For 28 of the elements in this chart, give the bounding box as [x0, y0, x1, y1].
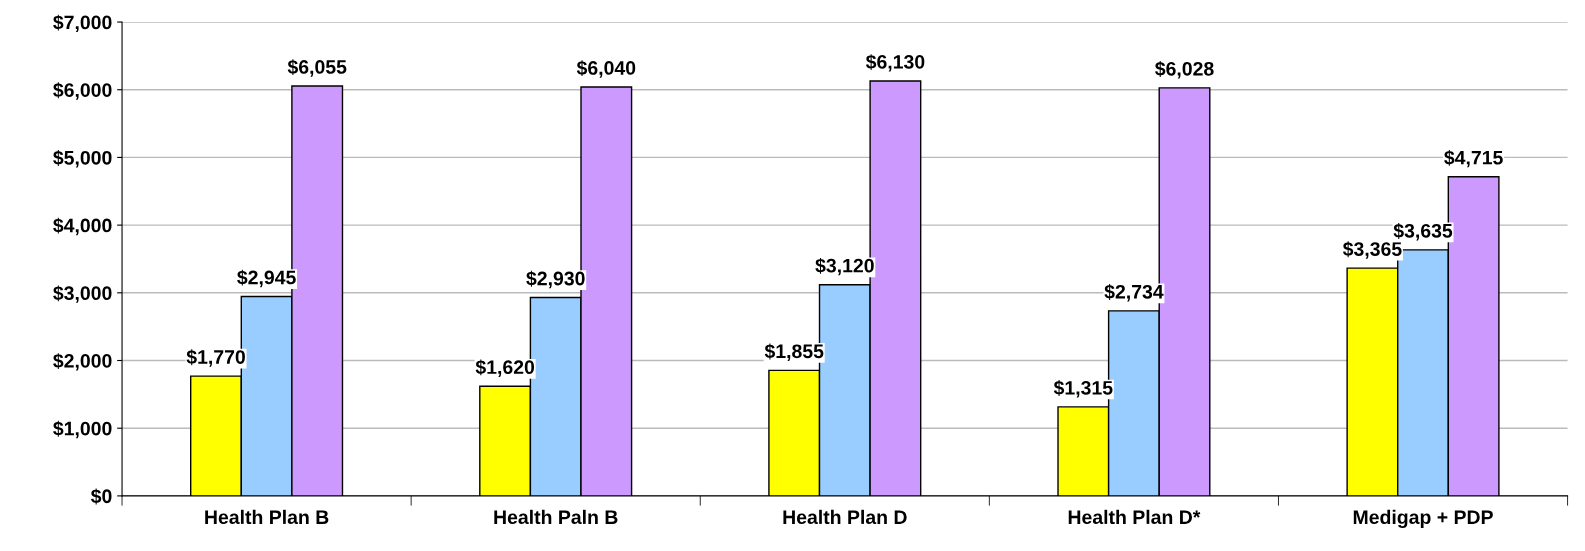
data-label: $1,770	[186, 349, 245, 367]
data-label: $3,120	[815, 257, 874, 276]
x-tick-label: Health Plan D	[783, 509, 907, 525]
data-label: $6,028	[1155, 61, 1214, 79]
y-tick-label: $0	[90, 488, 112, 505]
y-tick-label: $6,000	[53, 82, 112, 100]
data-label: $1,855	[764, 343, 824, 361]
x-tick-label: Health Plan B	[205, 509, 329, 525]
x-tick-label: Health Paln B	[494, 509, 618, 525]
data-label: $1,620	[475, 359, 535, 377]
x-tick-label: Health Plan D*	[1068, 509, 1201, 525]
x-tick-label: Medigap + PDP	[1353, 509, 1493, 528]
data-label: $1,315	[1053, 380, 1113, 398]
y-tick-label: $4,000	[53, 217, 112, 236]
data-label: $2,945	[237, 269, 296, 288]
data-label: $3,365	[1342, 241, 1402, 259]
data-label: $6,130	[865, 54, 925, 72]
data-label: $4,715	[1444, 149, 1503, 168]
y-tick-label: $5,000	[53, 150, 112, 168]
data-label: $3,635	[1393, 223, 1453, 241]
y-tick-label: $3,000	[53, 285, 112, 303]
data-label: $6,055	[287, 59, 347, 77]
data-label: $2,734	[1104, 284, 1164, 302]
data-label: $6,040	[576, 60, 636, 78]
y-tick-label: $1,000	[53, 420, 112, 439]
y-tick-label: $2,000	[53, 353, 112, 371]
data-label: $2,930	[526, 270, 585, 289]
y-tick-label: $7,000	[53, 14, 112, 33]
